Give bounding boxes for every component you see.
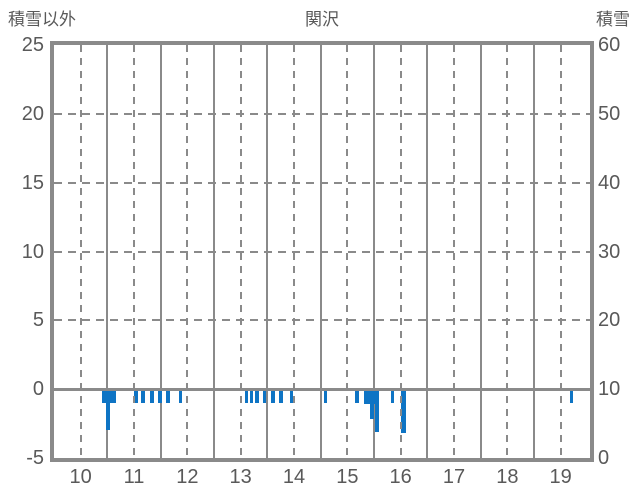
v-gridline-dashed <box>239 45 242 458</box>
data-bar <box>401 389 407 433</box>
data-bar <box>254 389 259 403</box>
x-axis-tick-label: 19 <box>549 466 572 488</box>
data-bar <box>106 389 111 431</box>
right-axis-title: 積雪 <box>596 10 630 29</box>
data-bar <box>249 389 254 403</box>
x-axis-tick-label: 18 <box>496 466 519 488</box>
data-bar <box>279 389 283 403</box>
h-gridline-dashed <box>54 112 590 115</box>
data-bar <box>323 389 328 403</box>
left-axis-tick-label: 20 <box>21 102 44 125</box>
right-axis-tick-label: 20 <box>598 309 621 332</box>
right-axis-tick-label: 10 <box>598 378 621 401</box>
data-bar <box>244 389 249 403</box>
left-axis-tick-label: -5 <box>26 447 44 469</box>
right-axis-tick-label: 40 <box>598 171 621 194</box>
x-axis-tick-label: 10 <box>69 466 92 488</box>
data-bar <box>355 389 360 403</box>
h-gridline-dashed <box>54 181 590 184</box>
data-bar <box>141 389 145 403</box>
left-axis-tick-label: 0 <box>32 378 44 401</box>
data-bar <box>166 389 170 403</box>
right-axis-tick-label: 0 <box>598 447 610 469</box>
plot-area <box>54 45 590 458</box>
left-axis-title: 積雪以外 <box>8 10 76 29</box>
v-gridline-dashed <box>293 45 295 458</box>
x-axis-tick-label: 17 <box>442 466 466 488</box>
data-bar <box>271 389 276 403</box>
data-bar <box>390 389 395 403</box>
x-axis-tick-label: 15 <box>336 466 359 488</box>
data-bar <box>289 389 294 403</box>
right-axis-tick-label: 50 <box>598 102 621 125</box>
v-gridline-dashed <box>506 45 509 458</box>
data-bar <box>262 389 267 403</box>
data-bar <box>178 389 183 403</box>
v-gridline-dashed <box>399 45 402 458</box>
v-gridline-dashed <box>79 45 82 458</box>
v-gridline-dashed <box>559 45 562 458</box>
right-axis-tick-label: 30 <box>598 240 621 263</box>
left-axis-tick-label: 5 <box>32 309 44 332</box>
zero-line <box>54 388 590 392</box>
data-bar <box>150 389 154 403</box>
x-axis-tick-label: 16 <box>389 466 412 488</box>
left-axis-tick-label: 25 <box>21 34 44 56</box>
v-gridline-dashed <box>186 45 189 458</box>
data-bar <box>374 389 379 432</box>
v-gridline-dashed <box>453 45 455 458</box>
h-gridline-dashed <box>54 319 590 322</box>
right-axis-tick-label: 60 <box>598 34 621 56</box>
x-axis-tick-label: 14 <box>282 466 306 488</box>
chart-title: 関沢 <box>305 10 339 29</box>
v-gridline-dashed <box>133 45 135 458</box>
x-axis-tick-label: 12 <box>176 466 199 488</box>
data-bar <box>569 389 574 403</box>
left-axis-tick-label: 15 <box>21 171 44 194</box>
x-axis-tick-label: 11 <box>123 466 145 488</box>
left-axis-tick-label: 10 <box>21 240 44 263</box>
h-gridline-dashed <box>54 250 590 253</box>
x-axis-tick-label: 13 <box>229 466 252 488</box>
data-bar <box>158 389 162 403</box>
data-bar <box>134 389 138 403</box>
v-gridline-dashed <box>346 45 349 458</box>
data-bar <box>369 389 374 420</box>
